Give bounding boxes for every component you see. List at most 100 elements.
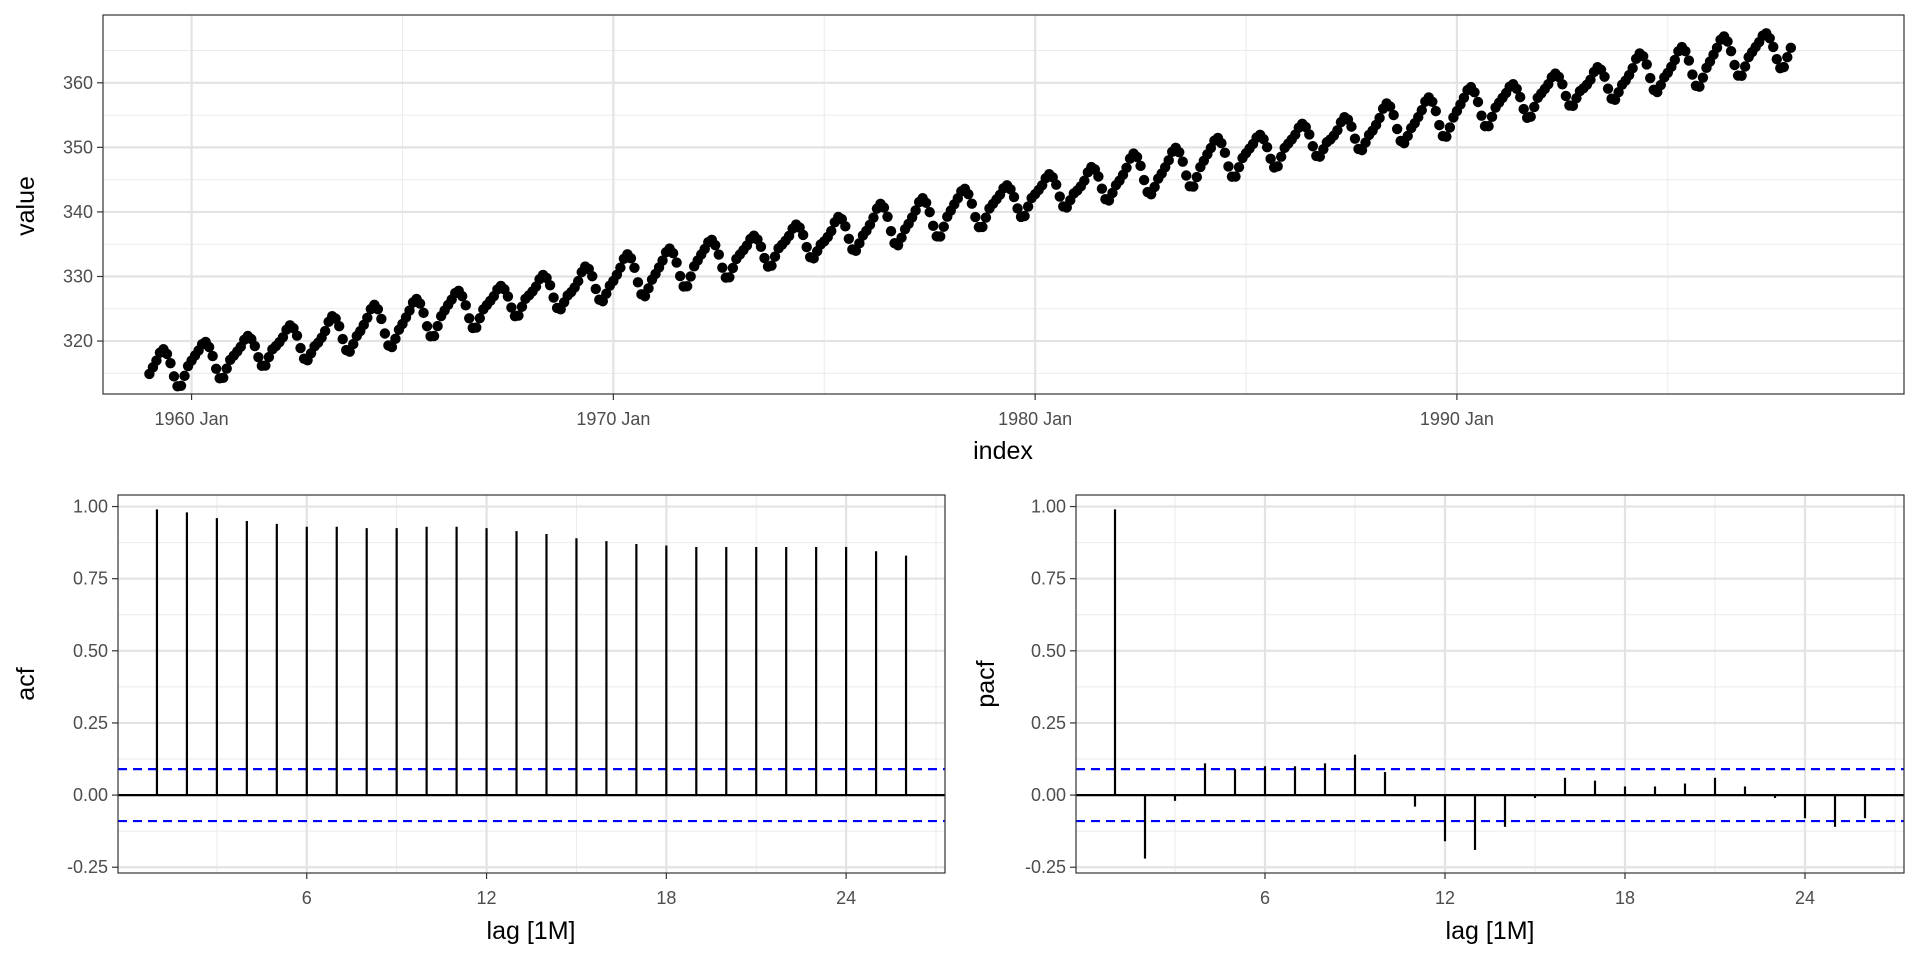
ts-data-point	[260, 360, 271, 371]
ts-data-point	[1736, 70, 1747, 82]
ts-data-point	[587, 271, 598, 282]
ts-data-point	[977, 221, 988, 233]
pacf-x-tick-label: 12	[1435, 888, 1455, 908]
ts-data-point	[920, 197, 932, 208]
ts-data-point	[1472, 96, 1484, 108]
ts-data-point	[1768, 41, 1779, 53]
ts-data-point	[428, 330, 440, 342]
ts-data-point	[418, 307, 429, 319]
ts-data-point	[1019, 210, 1030, 222]
ts-data-point	[1778, 61, 1789, 73]
ts-data-point	[868, 212, 879, 223]
ts-data-point	[938, 221, 949, 232]
ts-data-point	[1511, 83, 1522, 95]
ts-data-point	[1188, 181, 1199, 192]
ts-data-point	[1486, 111, 1498, 123]
ts-data-point	[1107, 187, 1118, 199]
ts-data-point	[1230, 171, 1241, 182]
ts-data-point	[165, 357, 176, 369]
ts-data-point	[1096, 183, 1108, 194]
ts-data-point	[1680, 46, 1691, 57]
ts-data-point	[1079, 175, 1090, 186]
ts-data-point	[840, 221, 851, 232]
acf-x-tick-label: 12	[477, 888, 497, 908]
acf-y-tick-label: -0.25	[67, 857, 108, 877]
acf-y-ticks: -0.25 0.00 0.25 0.50 0.75 1.00	[67, 497, 118, 877]
ts-data-point	[1427, 96, 1438, 107]
acf-grid	[118, 495, 945, 873]
ts-data-point	[414, 298, 426, 309]
acf-y-tick-label: 0.25	[73, 713, 108, 733]
pacf-panel: 6 12 18 24 -0.25 0.00 0.25 0.50 0.75 1.00 lag [1…	[972, 494, 1905, 945]
ts-data-point	[671, 257, 682, 268]
ts-data-point	[910, 205, 921, 216]
ts-data-point	[632, 277, 644, 288]
ts-data-point	[1567, 100, 1579, 112]
ts-points	[144, 28, 1797, 392]
ts-data-point	[337, 333, 348, 345]
ts-data-point	[1711, 42, 1723, 53]
ts-data-point	[1771, 54, 1782, 65]
ts-data-point	[168, 371, 180, 382]
ts-y-axis-title: value	[12, 176, 40, 236]
ts-data-point	[1233, 161, 1245, 173]
ts-data-point	[928, 220, 939, 232]
acf-y-tick-label: 1.00	[73, 497, 108, 517]
ts-data-point	[966, 198, 978, 209]
ts-data-point	[717, 262, 728, 273]
ts-data-point	[151, 355, 162, 366]
ts-data-point	[1529, 101, 1540, 113]
ts-data-point	[1349, 133, 1361, 144]
ts-x-tick-label: 1970 Jan	[576, 409, 650, 429]
pacf-x-tick-label: 18	[1615, 888, 1635, 908]
ts-data-point	[826, 225, 837, 237]
ts-data-point	[516, 301, 528, 312]
pacf-y-tick-label: 0.25	[1031, 713, 1066, 733]
acf-panel-border	[117, 494, 946, 874]
ts-data-point	[657, 255, 668, 266]
ts-data-point	[1216, 138, 1227, 149]
ts-data-point	[1384, 101, 1396, 112]
ts-data-point	[573, 275, 584, 287]
ts-data-point	[727, 262, 739, 274]
ts-data-point	[379, 328, 391, 339]
pacf-panel-border	[1075, 494, 1905, 874]
ts-data-point	[1223, 161, 1234, 172]
ts-data-point	[710, 239, 721, 251]
ts-data-point	[1265, 153, 1276, 165]
pacf-y-tick-label: 0.00	[1031, 785, 1066, 805]
acf-x-tick-label: 18	[656, 888, 676, 908]
ts-data-point	[249, 340, 261, 352]
ts-data-point	[601, 288, 612, 299]
ts-data-point	[464, 313, 475, 324]
ts-data-point	[843, 233, 855, 244]
pacf-bars	[1076, 509, 1904, 859]
ts-data-point	[724, 272, 735, 283]
ts-data-point	[1638, 51, 1649, 62]
ts-data-point	[544, 280, 556, 291]
ts-y-tick-label: 330	[63, 266, 93, 286]
ts-data-point	[980, 212, 992, 223]
ts-data-point	[639, 291, 651, 302]
ts-data-point	[1764, 33, 1775, 44]
acf-x-tick-label: 6	[302, 888, 312, 908]
ts-data-point	[625, 253, 637, 264]
acf-y-tick-label: 0.00	[73, 785, 108, 805]
ts-data-point	[1258, 133, 1269, 145]
pacf-grid	[1076, 495, 1904, 873]
ts-data-point	[404, 305, 415, 316]
ts-data-point	[1602, 83, 1614, 94]
ts-x-tick-label: 1980 Jan	[998, 409, 1072, 429]
ts-data-point	[1697, 72, 1709, 83]
ts-data-point	[766, 260, 777, 271]
ts-data-point	[506, 302, 517, 313]
ts-data-point	[1669, 54, 1681, 66]
ts-data-point	[1729, 59, 1740, 71]
ts-data-point	[1444, 122, 1456, 133]
ts-data-point	[1388, 109, 1399, 121]
ts-data-point	[471, 322, 482, 333]
ts-data-point	[175, 380, 187, 391]
ts-data-point	[854, 238, 865, 249]
ts-data-point	[1138, 174, 1150, 186]
